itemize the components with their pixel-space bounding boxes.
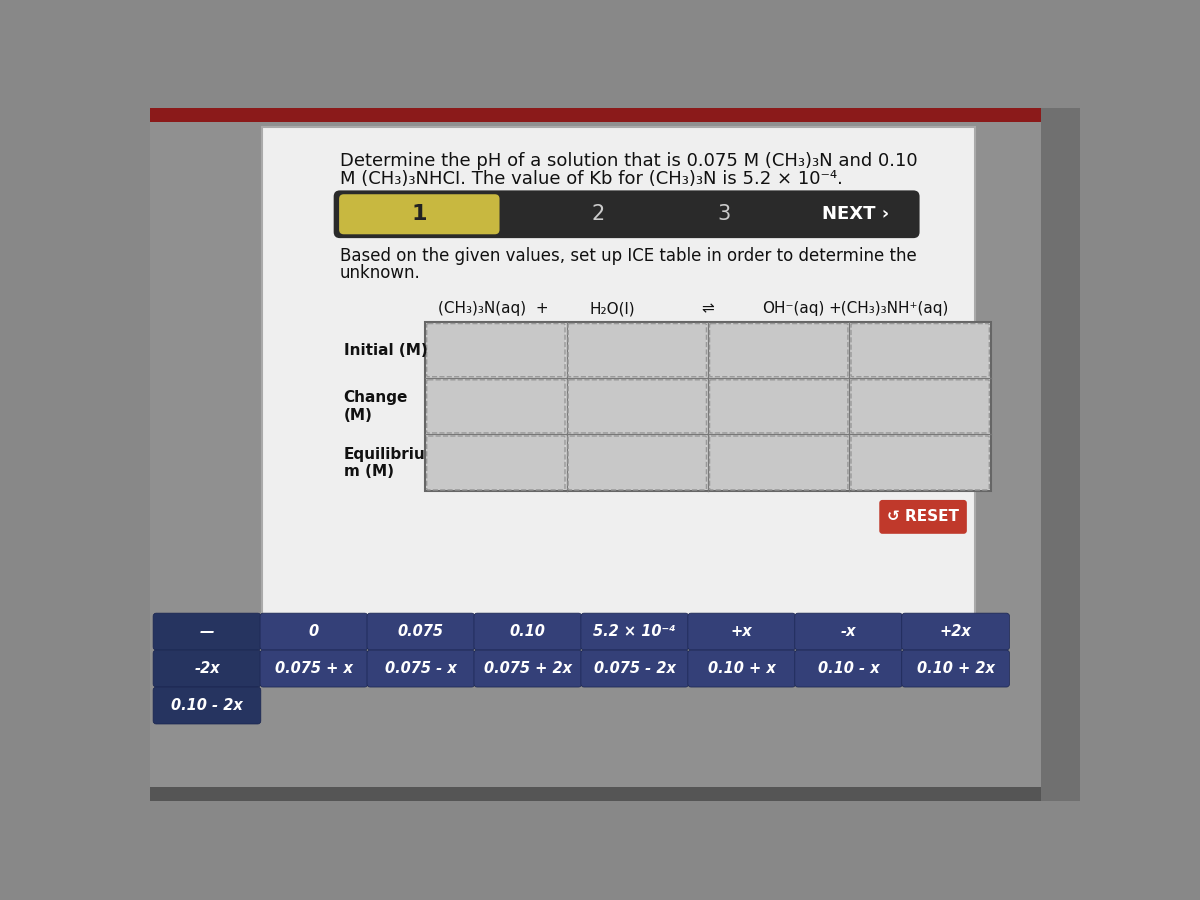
FancyBboxPatch shape xyxy=(568,324,707,377)
FancyBboxPatch shape xyxy=(581,650,689,687)
FancyBboxPatch shape xyxy=(260,650,367,687)
FancyBboxPatch shape xyxy=(474,650,582,687)
Text: 0.10 + x: 0.10 + x xyxy=(708,662,775,676)
Text: NEXT ›: NEXT › xyxy=(822,205,889,223)
FancyBboxPatch shape xyxy=(154,613,260,650)
FancyBboxPatch shape xyxy=(260,613,367,650)
Text: 0.075 + 2x: 0.075 + 2x xyxy=(484,662,572,676)
Text: 0.075 - x: 0.075 - x xyxy=(385,662,457,676)
FancyBboxPatch shape xyxy=(688,613,796,650)
Text: Initial (M): Initial (M) xyxy=(343,343,427,357)
FancyBboxPatch shape xyxy=(709,436,848,490)
FancyBboxPatch shape xyxy=(794,650,902,687)
FancyBboxPatch shape xyxy=(709,324,848,377)
Text: 0.075: 0.075 xyxy=(398,624,444,639)
Text: —: — xyxy=(199,624,215,639)
FancyBboxPatch shape xyxy=(581,613,689,650)
Bar xyxy=(150,788,1080,801)
FancyBboxPatch shape xyxy=(851,380,989,433)
Text: unknown.: unknown. xyxy=(340,265,421,283)
Text: M (CH₃)₃NHCI. The value of Kb for (CH₃)₃N is 5.2 × 10⁻⁴.: M (CH₃)₃NHCI. The value of Kb for (CH₃)₃… xyxy=(340,170,842,188)
Text: ⇌: ⇌ xyxy=(702,302,714,317)
FancyBboxPatch shape xyxy=(851,436,989,490)
Text: Change
(M): Change (M) xyxy=(343,391,408,423)
Text: 1: 1 xyxy=(412,204,427,224)
Bar xyxy=(425,322,991,491)
FancyBboxPatch shape xyxy=(154,650,260,687)
FancyBboxPatch shape xyxy=(334,191,919,238)
Bar xyxy=(150,108,1080,122)
Text: +(CH₃)₃NH⁺(aq): +(CH₃)₃NH⁺(aq) xyxy=(829,302,949,317)
FancyBboxPatch shape xyxy=(794,613,902,650)
Text: +2x: +2x xyxy=(940,624,972,639)
Text: 0.075 + x: 0.075 + x xyxy=(275,662,353,676)
Text: ↺ RESET: ↺ RESET xyxy=(887,509,959,525)
Text: (CH₃)₃N(aq)  +: (CH₃)₃N(aq) + xyxy=(438,302,548,317)
Text: OH⁻(aq): OH⁻(aq) xyxy=(762,302,824,317)
FancyBboxPatch shape xyxy=(367,650,475,687)
FancyBboxPatch shape xyxy=(340,194,499,234)
FancyBboxPatch shape xyxy=(880,500,967,534)
FancyBboxPatch shape xyxy=(474,613,582,650)
Text: 0.10 - x: 0.10 - x xyxy=(818,662,880,676)
Text: 0.075 - 2x: 0.075 - 2x xyxy=(594,662,676,676)
Text: -2x: -2x xyxy=(194,662,220,676)
Text: 0.10 + 2x: 0.10 + 2x xyxy=(917,662,995,676)
FancyBboxPatch shape xyxy=(427,436,565,490)
Text: -x: -x xyxy=(841,624,857,639)
Text: 0: 0 xyxy=(308,624,319,639)
Text: Determine the pH of a solution that is 0.075 M (CH₃)₃N and 0.10: Determine the pH of a solution that is 0… xyxy=(340,152,918,170)
FancyBboxPatch shape xyxy=(427,380,565,433)
Bar xyxy=(1042,108,1080,801)
Text: 0.10 - 2x: 0.10 - 2x xyxy=(172,698,242,713)
FancyBboxPatch shape xyxy=(568,436,707,490)
FancyBboxPatch shape xyxy=(427,324,565,377)
Text: H₂O(l): H₂O(l) xyxy=(589,302,635,317)
Text: 2: 2 xyxy=(592,204,605,224)
Text: +x: +x xyxy=(731,624,752,639)
Text: 0.10: 0.10 xyxy=(510,624,546,639)
FancyBboxPatch shape xyxy=(688,650,796,687)
FancyBboxPatch shape xyxy=(568,380,707,433)
Text: 3: 3 xyxy=(718,204,731,224)
Text: 5.2 × 10⁻⁴: 5.2 × 10⁻⁴ xyxy=(594,624,676,639)
FancyBboxPatch shape xyxy=(709,380,848,433)
FancyBboxPatch shape xyxy=(154,687,260,724)
FancyBboxPatch shape xyxy=(367,613,475,650)
Bar xyxy=(263,127,976,620)
Text: Equilibriu
m (M): Equilibriu m (M) xyxy=(343,446,426,479)
FancyBboxPatch shape xyxy=(901,613,1009,650)
FancyBboxPatch shape xyxy=(851,324,989,377)
Text: Based on the given values, set up ICE table in order to determine the: Based on the given values, set up ICE ta… xyxy=(340,247,917,265)
FancyBboxPatch shape xyxy=(901,650,1009,687)
